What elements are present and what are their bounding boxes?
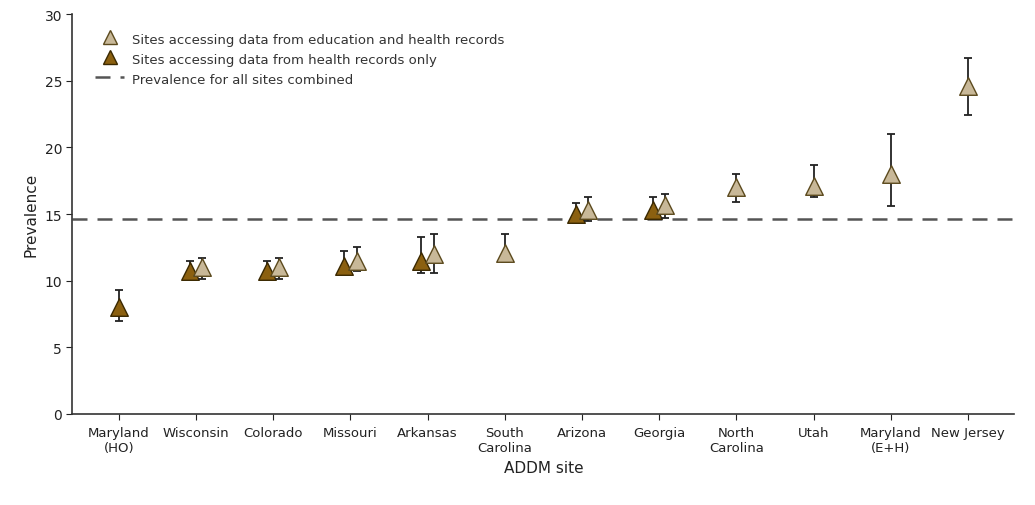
Point <box>645 207 661 215</box>
Point <box>425 250 442 259</box>
X-axis label: ADDM site: ADDM site <box>504 460 583 475</box>
Point <box>111 304 127 312</box>
Point <box>883 171 899 179</box>
Point <box>181 268 198 276</box>
Point <box>580 207 596 215</box>
Point <box>959 83 976 91</box>
Y-axis label: Prevalence: Prevalence <box>24 173 39 257</box>
Point <box>805 183 822 191</box>
Point <box>657 201 674 210</box>
Point <box>259 268 275 276</box>
Legend: Sites accessing data from education and health records, Sites accessing data fro: Sites accessing data from education and … <box>88 26 511 93</box>
Point <box>728 184 744 192</box>
Point <box>567 211 584 219</box>
Point <box>194 264 210 272</box>
Point <box>336 263 353 271</box>
Point <box>271 264 288 272</box>
Point <box>497 249 513 257</box>
Point <box>413 257 430 265</box>
Point <box>348 257 364 265</box>
